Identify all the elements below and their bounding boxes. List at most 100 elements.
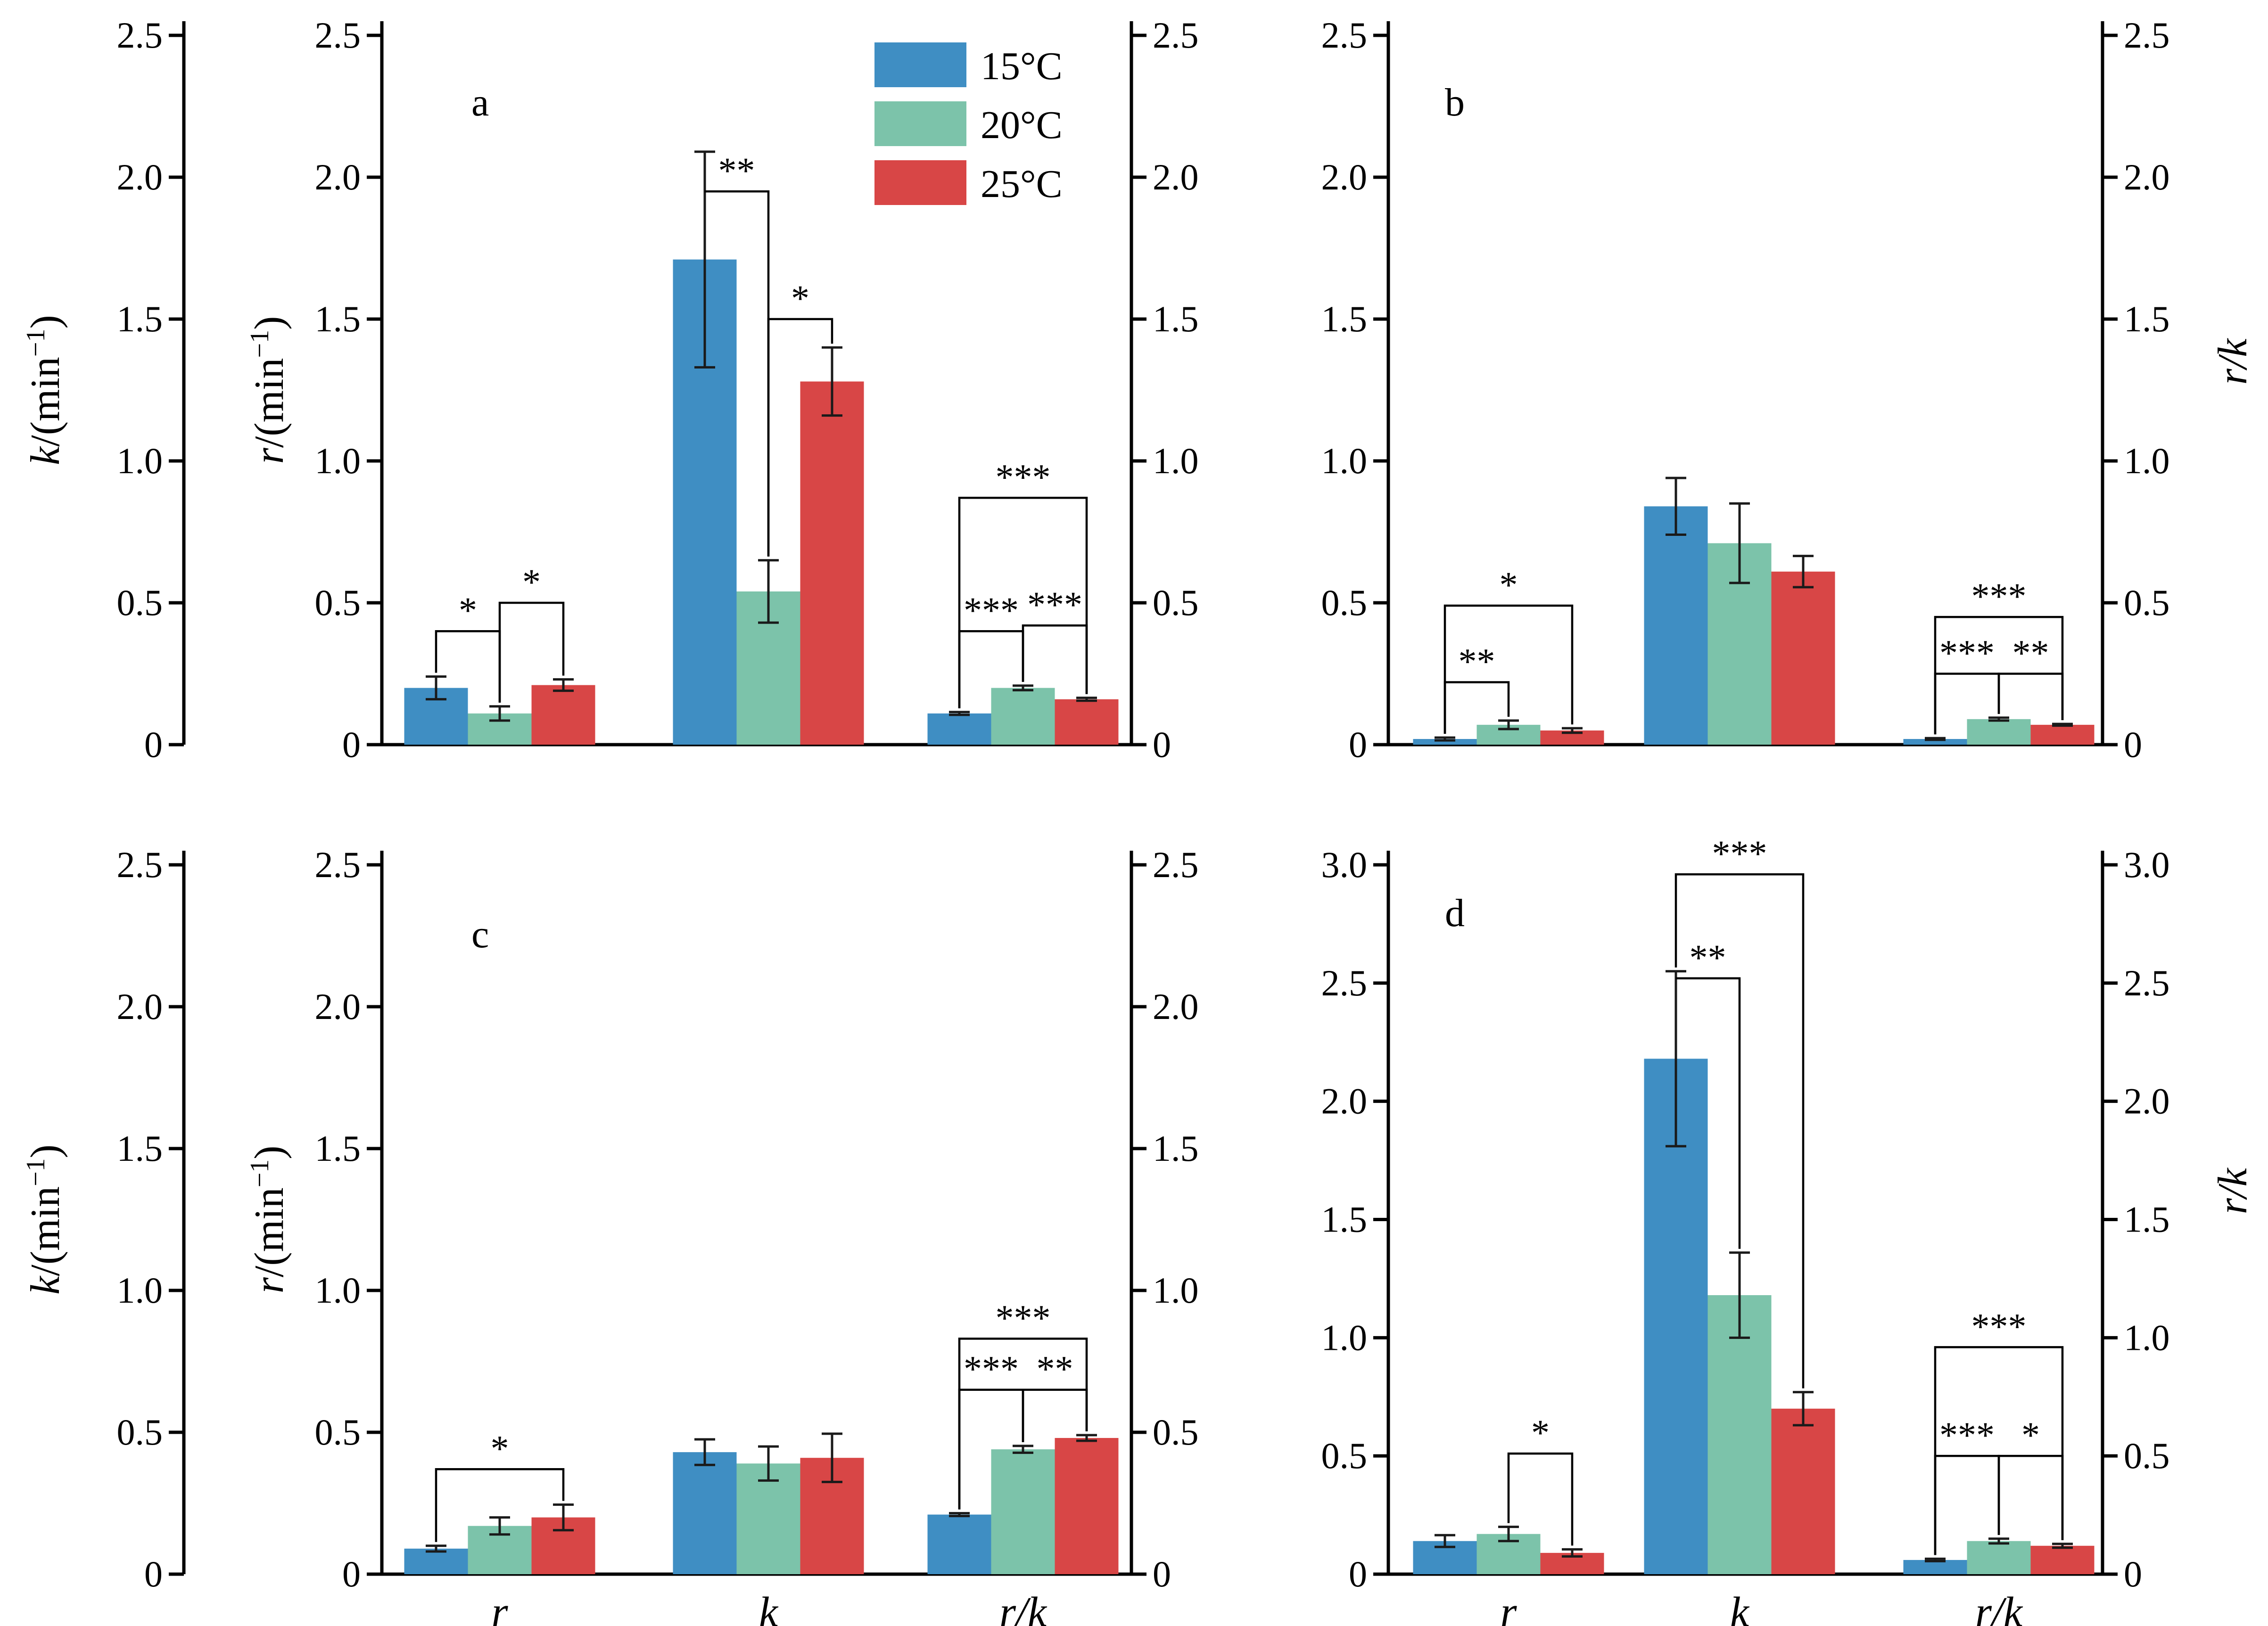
bar-b-r-s0	[1413, 739, 1477, 745]
bar-c-r/k-s1	[991, 1449, 1055, 1574]
y-tick-label-left: 2.0	[315, 156, 361, 197]
y-tick-label-right: 0.5	[2124, 582, 2170, 623]
y-tick-label-right: 1.0	[1153, 1270, 1199, 1311]
bar-c-r-s0	[404, 1548, 468, 1574]
category-label: r	[491, 1589, 508, 1626]
significance-label: *	[491, 1428, 509, 1469]
legend-label: 25°C	[981, 162, 1063, 206]
legend-swatch	[874, 42, 966, 87]
y-tick-label-right: 2.0	[2124, 156, 2170, 197]
r-axis-title-var: r	[247, 447, 292, 464]
significance-label: **	[2012, 632, 2049, 673]
panel-letter: c	[471, 912, 489, 956]
significance-bracket	[1934, 1454, 2000, 1555]
significance-label: ***	[1027, 584, 1082, 625]
bar-d-k-s1	[1707, 1295, 1772, 1574]
bar-a-r/k-s0	[927, 713, 991, 745]
k-axis-title-unit: /(min	[23, 1186, 68, 1276]
y-tick-label-left: 0.5	[315, 582, 361, 623]
y-tick-label-right: 0.5	[2124, 1435, 2170, 1476]
rk-axis-title: r/k	[2210, 1167, 2256, 1215]
y-tick-label-right: 3.0	[2124, 844, 2170, 885]
k-axis-title: k/(min−1)	[21, 315, 68, 465]
category-label: r/k	[1975, 1589, 2023, 1626]
significance-bracket	[1674, 873, 1805, 1388]
y-tick-label-left: 1.0	[1321, 440, 1368, 481]
k-tick-label: 1.5	[117, 1128, 163, 1169]
bar-b-k-s0	[1644, 506, 1708, 745]
r-axis-title-var: r	[247, 1277, 292, 1293]
significance-label: *	[1500, 564, 1518, 605]
y-tick-label-right: 1.5	[2124, 1199, 2170, 1240]
panel-a: 0 0 0 0.5 0.5 0.5 1.0 1.0 1.0 1.5 1.5 1.5 2.0 2.0 2.0 2…	[21, 15, 1199, 765]
significance-label: ***	[964, 1348, 1019, 1389]
legend-swatch	[874, 101, 966, 146]
significance-label: **	[1690, 937, 1726, 978]
k-tick-label: 0	[144, 1553, 163, 1594]
significance-label: ***	[996, 456, 1051, 497]
y-tick-label-left: 0	[1349, 1553, 1367, 1594]
significance-label: **	[718, 150, 755, 191]
bar-c-k-s1	[736, 1463, 800, 1574]
k-tick-label: 0.5	[117, 1412, 163, 1453]
k-tick-label: 1.0	[117, 440, 163, 481]
bar-d-k-s2	[1771, 1408, 1835, 1574]
panel-b: 0 00.5 0.51.0 1.01.5 1.52.0 2.02.5 2.5r/kb****…	[1321, 15, 2256, 765]
k-axis-title: k/(min−1)	[21, 1144, 68, 1295]
significance-bracket	[498, 601, 565, 703]
significance-label: *	[791, 278, 809, 319]
k-tick-label: 1.0	[117, 1270, 163, 1311]
y-tick-label-left: 0	[342, 724, 361, 765]
y-tick-label-left: 1.0	[315, 1270, 361, 1311]
k-tick-label: 0	[144, 724, 163, 765]
significance-label: ***	[964, 590, 1019, 631]
bar-a-r/k-s2	[1055, 699, 1119, 745]
significance-bracket	[1022, 624, 1088, 694]
r-axis-title-close: )	[247, 316, 292, 330]
y-tick-label-left: 1.5	[1321, 298, 1368, 339]
bar-a-r-s2	[531, 685, 595, 745]
r-axis-title: r/(min−1)	[245, 1146, 292, 1294]
significance-bracket	[1997, 673, 2064, 721]
y-tick-label-right: 2.0	[1153, 156, 1199, 197]
y-tick-label-right: 1.0	[2124, 1317, 2170, 1358]
significance-label: *	[2021, 1414, 2040, 1455]
bar-b-k-s2	[1771, 571, 1835, 745]
significance-bracket	[1507, 1452, 1574, 1546]
significance-label: ***	[996, 1297, 1051, 1338]
significance-label: ***	[1971, 575, 2027, 616]
panel-d: 0 0 0.5 0.5 1.0 1.0 1.5 1.5 2.0 2.0 2.5 2.5 3.0 3.0 r/…	[1321, 833, 2256, 1626]
significance-bracket	[1934, 1346, 2064, 1555]
k-tick-label: 1.5	[117, 298, 163, 339]
k-tick-label: 2.5	[117, 844, 163, 885]
category-label: k	[1730, 1589, 1750, 1626]
k-axis-title-var: k	[23, 1275, 68, 1295]
category-label: r/k	[999, 1589, 1047, 1626]
k-axis-title-close: )	[23, 1144, 68, 1158]
legend-label: 15°C	[981, 44, 1063, 88]
bar-d-r/k-s2	[2030, 1545, 2095, 1574]
y-tick-label-left: 2.0	[315, 986, 361, 1027]
significance-label: ***	[1971, 1306, 2027, 1347]
k-tick-label: 2.0	[117, 986, 163, 1027]
bar-b-r/k-s1	[1967, 719, 2031, 745]
significance-label: **	[1459, 641, 1495, 682]
y-tick-label-right: 0.5	[1153, 1412, 1199, 1453]
legend-swatch	[874, 160, 966, 205]
k-axis-title-var: k	[23, 446, 68, 465]
significance-label: *	[522, 561, 541, 602]
y-tick-label-right: 0	[1153, 724, 1171, 765]
k-tick-label: 2.0	[117, 156, 163, 197]
bar-b-r/k-s2	[2030, 724, 2095, 745]
r-axis-title-unit: /(min	[247, 358, 292, 448]
significance-label: **	[1037, 1348, 1073, 1389]
significance-label: ***	[1939, 1414, 1995, 1455]
panel-letter: a	[471, 81, 489, 124]
significance-label: *	[1531, 1412, 1550, 1453]
y-tick-label-left: 1.5	[1321, 1199, 1368, 1240]
y-tick-label-left: 0	[342, 1553, 361, 1594]
y-tick-label-right: 1.5	[2124, 298, 2170, 339]
significance-bracket	[1676, 977, 1741, 1249]
y-tick-label-left: 2.0	[1321, 156, 1368, 197]
panel-c: 0 0 0 0.5 0.5 0.5 1.0 1.0 1.0 1.5 1.5 1.5 2.0 2.0 2.0 2…	[21, 844, 1199, 1626]
